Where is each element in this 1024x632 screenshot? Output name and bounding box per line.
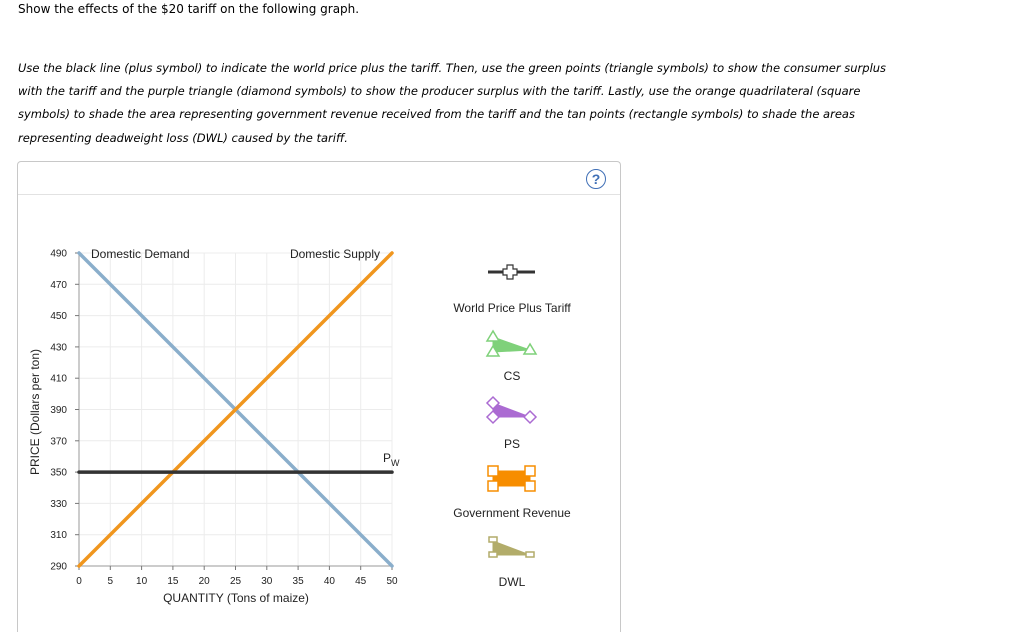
world-price-subscript: W xyxy=(391,458,400,468)
y-tick-label: 390 xyxy=(50,405,67,416)
triangle-icon xyxy=(485,329,501,342)
diamond-icon xyxy=(485,395,501,411)
rectangle-icon xyxy=(488,551,498,558)
legend-label-cs: CS xyxy=(504,369,521,383)
legend-label-government-revenue: Government Revenue xyxy=(453,506,571,520)
x-tick-label: 40 xyxy=(324,576,336,587)
diamond-icon xyxy=(522,409,538,425)
square-icon xyxy=(524,480,536,492)
paragraph-line-2: with the tariff and the purple triangle … xyxy=(18,84,861,99)
y-tick-label: 350 xyxy=(50,468,67,479)
square-icon xyxy=(524,465,536,477)
x-tick-label: 45 xyxy=(355,576,367,587)
cs-triangle-icon xyxy=(492,336,531,353)
tool-cs[interactable]: CS xyxy=(485,329,538,383)
rectangle-icon xyxy=(525,551,535,558)
plus-icon xyxy=(502,264,518,280)
y-tick-label: 410 xyxy=(50,374,67,385)
y-tick-label: 430 xyxy=(50,342,67,353)
tool-ps[interactable]: PS xyxy=(485,395,538,451)
supply-label: Domestic Supply xyxy=(290,247,380,261)
x-tick-label: 20 xyxy=(199,576,211,587)
x-tick-label: 50 xyxy=(386,576,398,587)
instruction-paragraph: Use the black line (plus symbol) to indi… xyxy=(18,57,978,150)
paragraph-line-3: symbols) to shade the area representing … xyxy=(18,107,855,122)
triangle-icon xyxy=(485,344,501,357)
y-tick-label: 310 xyxy=(50,530,67,541)
dwl-triangle-icon xyxy=(492,540,531,556)
instruction-text: Show the effects of the $20 tariff on th… xyxy=(18,2,360,16)
supply-line xyxy=(77,251,394,568)
legend-label-dwl: DWL xyxy=(499,575,526,589)
paragraph-line-1: Use the black line (plus symbol) to indi… xyxy=(18,61,887,75)
series-lines[interactable] xyxy=(77,251,394,568)
triangle-icon xyxy=(522,342,538,355)
x-axis-title: QUANTITY (Tons of maize) xyxy=(163,591,309,605)
x-tick-label: 15 xyxy=(167,576,179,587)
y-tick-label: 470 xyxy=(50,280,67,291)
axes: 290 310 330 350 370 390 410 430 450 470 490 0 5 10 15 2… xyxy=(50,249,398,588)
rectangle-icon xyxy=(488,536,498,543)
x-tick-label: 30 xyxy=(261,576,273,587)
x-tick-label: 5 xyxy=(108,576,114,587)
ps-triangle-icon xyxy=(492,402,531,418)
y-axis-title: PRICE (Dollars per ton) xyxy=(28,349,42,475)
legend-label-world-price: World Price Plus Tariff xyxy=(453,301,571,315)
y-tick-label: 370 xyxy=(50,436,67,447)
y-tick-label: 450 xyxy=(50,311,67,322)
y-tick-label: 330 xyxy=(50,499,67,510)
square-icon xyxy=(487,480,499,492)
tool-dwl[interactable]: DWL xyxy=(488,536,535,589)
panel-header: ? xyxy=(18,162,620,195)
y-tick-label: 290 xyxy=(50,562,67,573)
help-icon[interactable]: ? xyxy=(586,169,606,189)
diamond-icon xyxy=(485,409,501,425)
x-tick-label: 0 xyxy=(76,576,82,587)
tool-government-revenue[interactable]: Government Revenue xyxy=(453,465,571,520)
y-tick-label: 490 xyxy=(50,249,67,260)
tool-world-price-plus-tariff[interactable]: World Price Plus Tariff xyxy=(453,264,571,315)
x-tick-label: 10 xyxy=(136,576,148,587)
legend-label-ps: PS xyxy=(504,437,520,451)
square-icon xyxy=(487,465,499,477)
x-tick-label: 35 xyxy=(293,576,305,587)
demand-label: Domestic Demand xyxy=(91,247,190,261)
paragraph-line-4: representing deadweight loss (DWL) cause… xyxy=(18,130,348,145)
x-tick-label: 25 xyxy=(230,576,242,587)
